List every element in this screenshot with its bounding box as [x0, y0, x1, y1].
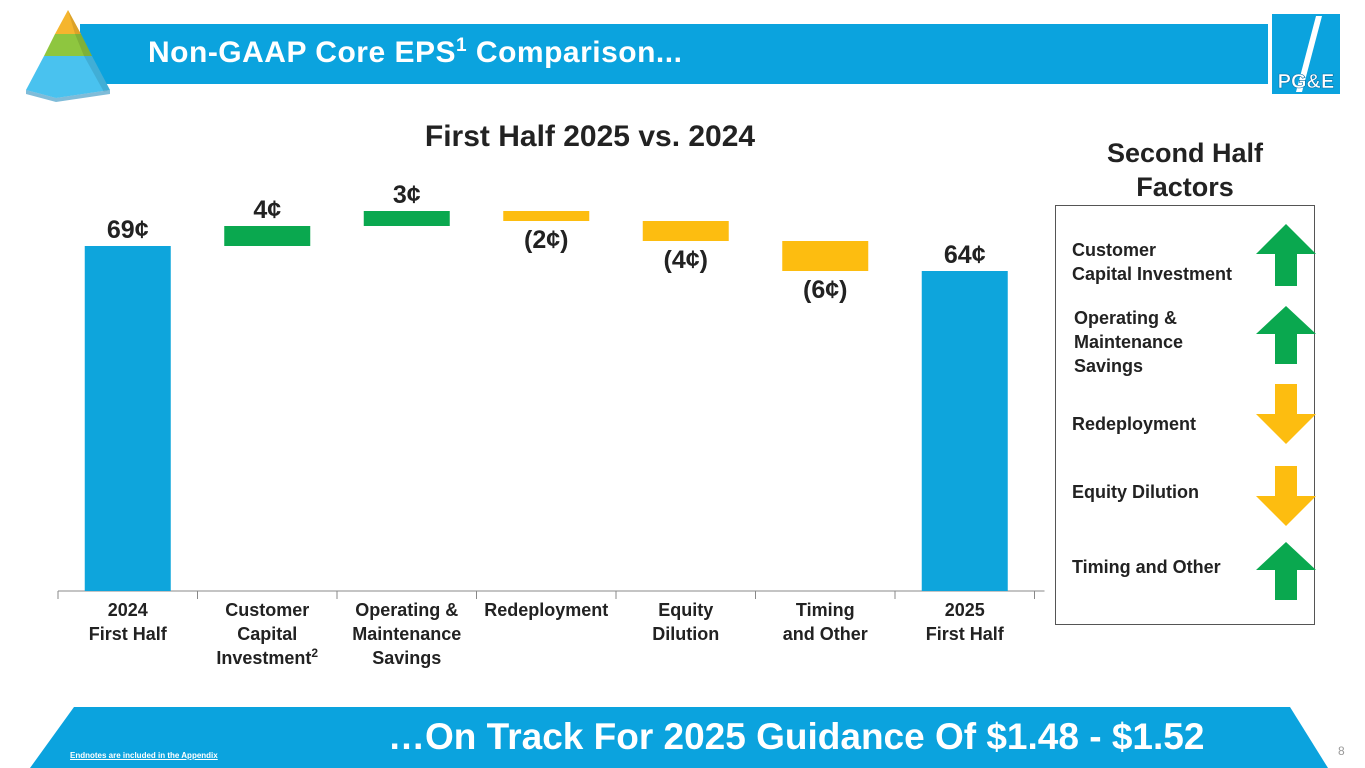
data-label: 69¢ [107, 216, 149, 244]
data-label: (4¢) [664, 246, 708, 274]
category-label: Timing and Other [783, 600, 868, 644]
category-label: Equity Dilution [652, 600, 719, 644]
data-label: 64¢ [944, 241, 986, 269]
waterfall-chart: 69¢ 4¢ 3¢ (2¢) (4¢) (6¢) 64¢ 2024 First Half Cust… [57, 181, 1045, 668]
second-half-heading: Second Half Factors [1106, 138, 1264, 202]
category-label: Operating & Maintenance Savings [352, 600, 461, 668]
category-label: Redeployment [484, 600, 608, 620]
data-label: 3¢ [393, 181, 421, 209]
page-title: Non-GAAP Core EPS1 Comparison... [148, 35, 683, 69]
endnotes-link[interactable]: Endnotes are included in the Appendix [70, 751, 218, 760]
up-arrow-icon [1256, 542, 1316, 600]
pge-logo: PG&E [1272, 14, 1340, 94]
factor-label: Operating & Maintenance Savings [1074, 308, 1184, 376]
down-arrow-icon [1256, 466, 1316, 526]
up-arrow-icon [1256, 224, 1316, 286]
factor-label: Customer Capital Investment [1072, 240, 1233, 284]
data-label: (2¢) [524, 226, 568, 254]
chart-title: First Half 2025 vs. 2024 [424, 120, 756, 153]
category-label: 2024 First Half [89, 600, 168, 644]
data-label: (6¢) [803, 276, 847, 304]
guidance-headline: …On Track For 2025 Guidance Of $1.48 - $… [388, 716, 1205, 757]
page-number: 8 [1338, 744, 1345, 758]
category-label: 2025 First Half [926, 600, 1005, 644]
factor-label: Equity Dilution [1072, 482, 1199, 502]
bar-decrease [642, 221, 729, 241]
header-bar [80, 24, 1268, 84]
title-footnote-marker: 1 [456, 35, 468, 56]
footer-band [30, 707, 1328, 768]
bar-decrease [782, 241, 869, 271]
factor-label: Redeployment [1072, 414, 1197, 434]
down-arrow-icon [1256, 384, 1316, 444]
svg-text:PG&E: PG&E [1278, 71, 1335, 93]
pyramid-icon [26, 10, 110, 102]
bar-total [921, 271, 1008, 591]
bar-increase [363, 211, 450, 226]
bar-total [84, 246, 171, 591]
second-half-factors-box: Customer Capital Investment Operating & … [1055, 205, 1316, 625]
bar-increase [224, 226, 311, 246]
data-label: 4¢ [253, 196, 281, 224]
up-arrow-icon [1256, 306, 1316, 364]
category-label: Customer Capital Investment2 [216, 600, 318, 668]
bar-decrease [503, 211, 590, 221]
factor-label: Timing and Other [1072, 557, 1221, 577]
